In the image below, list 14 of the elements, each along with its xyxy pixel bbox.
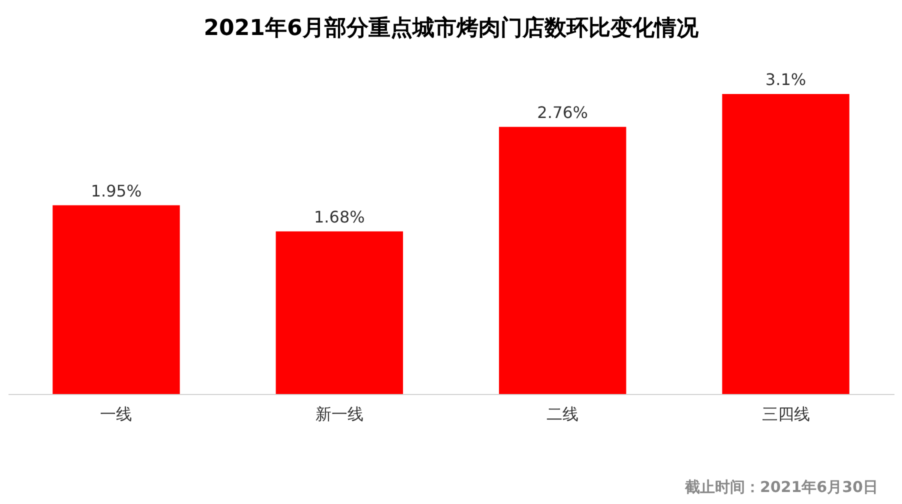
bar	[722, 94, 850, 394]
x-tick-label: 新一线	[315, 404, 364, 424]
chart-title: 2021年6月部分重点城市烤肉门店数环比变化情况	[204, 15, 700, 41]
data-label: 1.95%	[90, 181, 142, 200]
bar	[498, 126, 626, 394]
x-tick-label: 三四线	[762, 404, 810, 424]
data-label: 1.68%	[314, 207, 365, 226]
data-label: 2.76%	[537, 102, 588, 122]
x-tick-label: 二线	[546, 404, 579, 424]
text: 截止时间：2021年6月30日	[684, 477, 878, 498]
bar	[276, 231, 404, 394]
bar	[52, 205, 180, 394]
x-tick-label: 一线	[100, 404, 132, 424]
data-label: 3.1%	[765, 70, 806, 89]
